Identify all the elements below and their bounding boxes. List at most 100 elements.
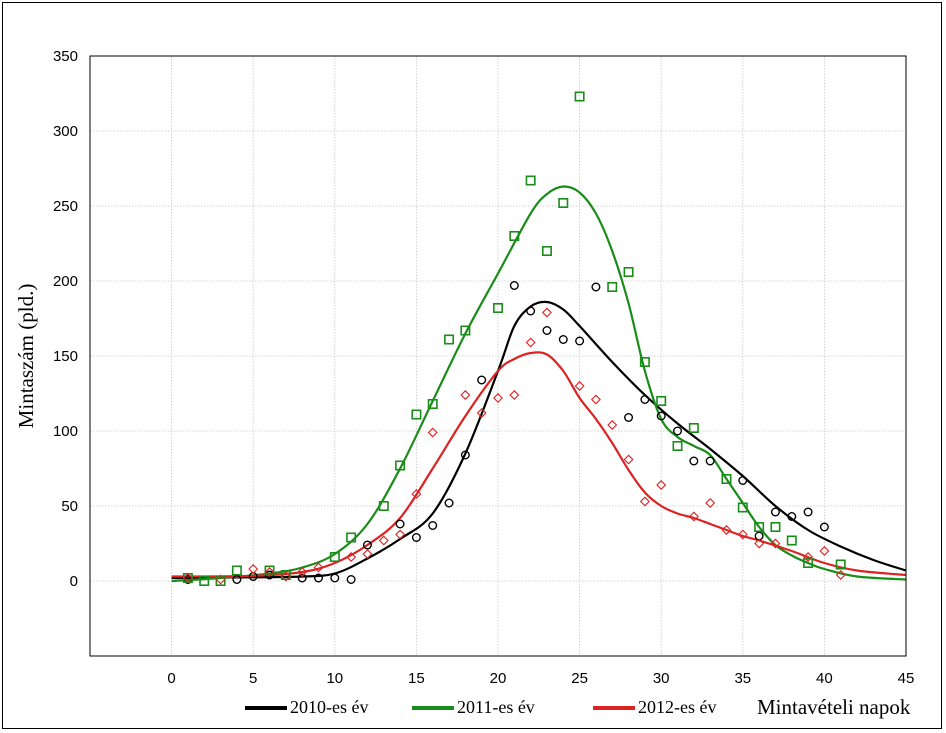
point-2010-es-v [803, 507, 813, 517]
point-2011-es-v [803, 557, 814, 568]
point-2011-es-v [737, 502, 748, 513]
point-2012-es-v [297, 567, 308, 577]
point-2011-es-v [835, 559, 846, 570]
point-2012-es-v [525, 337, 536, 348]
point-2012-es-v [770, 538, 781, 549]
point-2010-es-v [558, 335, 568, 345]
point-2012-es-v [280, 571, 291, 582]
point-2010-es-v [689, 456, 699, 466]
point-2011-es-v [264, 565, 275, 576]
point-2012-es-v [215, 574, 226, 585]
point-2011-es-v [378, 500, 389, 511]
x-tick-label: 40 [816, 670, 833, 687]
point-2012-es-v [346, 552, 357, 562]
point-2010-es-v [591, 282, 601, 292]
point-2011-es-v [460, 325, 471, 336]
y-tick-label: 0 [70, 573, 78, 590]
point-2011-es-v [754, 521, 765, 532]
point-2012-es-v [248, 564, 259, 574]
legend: 2010-es év 2011-es év 2012-es év [245, 697, 716, 717]
point-2012-es-v [574, 381, 585, 391]
point-2012-es-v [476, 408, 487, 418]
point-2012-es-v [737, 529, 748, 540]
x-tick-label: 15 [408, 670, 425, 687]
y-tick-label: 250 [53, 198, 78, 215]
plot-border [89, 55, 907, 657]
x-axis-title: Mintavételi napok [757, 695, 911, 719]
x-tick-label: 0 [167, 670, 175, 687]
y-tick-label: 100 [53, 423, 78, 440]
point-2011-es-v [574, 91, 585, 102]
point-2012-es-v [509, 390, 520, 400]
point-2012-es-v [541, 307, 552, 318]
point-2010-es-v [509, 281, 519, 291]
point-2012-es-v [656, 480, 667, 490]
point-2010-es-v [313, 573, 323, 583]
point-2012-es-v [493, 393, 503, 403]
point-2012-es-v [754, 538, 765, 549]
y-tick-label: 150 [53, 348, 78, 365]
point-2010-es-v [673, 426, 683, 436]
curve-2010-es-v [171, 300, 907, 580]
point-2010-es-v [411, 533, 421, 543]
point-2011-es-v [444, 334, 455, 345]
point-2010-es-v [460, 450, 470, 460]
point-2010-es-v [330, 573, 340, 583]
point-2010-es-v [428, 521, 438, 531]
point-2011-es-v [199, 575, 210, 586]
point-2011-es-v [280, 569, 291, 580]
point-2010-es-v [656, 411, 666, 421]
curve-2012-es-v [171, 351, 907, 578]
point-2010-es-v [444, 498, 454, 508]
point-2011-es-v [721, 473, 732, 484]
x-tick-label: 10 [326, 670, 343, 687]
legend-label-2011-es-v: 2011-es év [457, 697, 535, 717]
point-2011-es-v [688, 422, 699, 433]
point-2010-es-v [575, 336, 585, 346]
point-2011-es-v [623, 266, 634, 277]
point-2011-es-v [656, 395, 667, 406]
x-tick-label: 25 [571, 670, 588, 687]
point-2010-es-v [770, 507, 780, 517]
point-2012-es-v [721, 525, 732, 535]
y-tick-labels: 0 50 100 150 200 250 300 350 [53, 48, 78, 590]
y-axis-title: Mintaszám (pld.) [14, 284, 38, 429]
point-2010-es-v [640, 395, 650, 405]
point-2012-es-v [182, 573, 193, 583]
y-tick-label: 200 [53, 273, 78, 290]
point-2012-es-v [688, 511, 699, 522]
point-2011-es-v [672, 440, 683, 451]
point-2011-es-v [346, 532, 357, 543]
point-2012-es-v [378, 535, 389, 546]
point-2011-es-v [786, 535, 797, 546]
point-2011-es-v [639, 356, 650, 367]
point-2012-es-v [639, 496, 650, 507]
point-2010-es-v [787, 512, 797, 522]
point-2011-es-v [541, 246, 552, 257]
y-tick-label: 50 [61, 498, 78, 515]
x-tick-label: 20 [490, 670, 507, 687]
legend-label-2012-es-v: 2012-es év [638, 697, 716, 717]
point-2010-es-v [477, 375, 487, 385]
point-2010-es-v [624, 413, 634, 423]
x-tick-labels: 0 5 10 15 20 25 30 35 40 45 [167, 670, 914, 687]
point-2011-es-v [770, 521, 781, 532]
x-tick-label: 45 [898, 670, 915, 687]
point-2011-es-v [231, 565, 242, 576]
point-2012-es-v [395, 529, 406, 540]
point-2010-es-v [395, 519, 405, 529]
point-2010-es-v [738, 476, 748, 486]
y-tick-label: 350 [53, 48, 78, 65]
point-2012-es-v [607, 420, 618, 430]
point-2012-es-v [427, 427, 438, 438]
point-2011-es-v [411, 409, 422, 420]
point-2011-es-v [215, 575, 226, 586]
y-tick-label: 300 [53, 123, 78, 140]
point-2012-es-v [313, 562, 324, 573]
x-tick-label: 30 [653, 670, 670, 687]
point-2011-es-v [509, 231, 520, 242]
point-2010-es-v [362, 540, 372, 550]
point-2010-es-v [705, 456, 715, 466]
legend-label-2010-es-v: 2010-es év [290, 697, 368, 717]
